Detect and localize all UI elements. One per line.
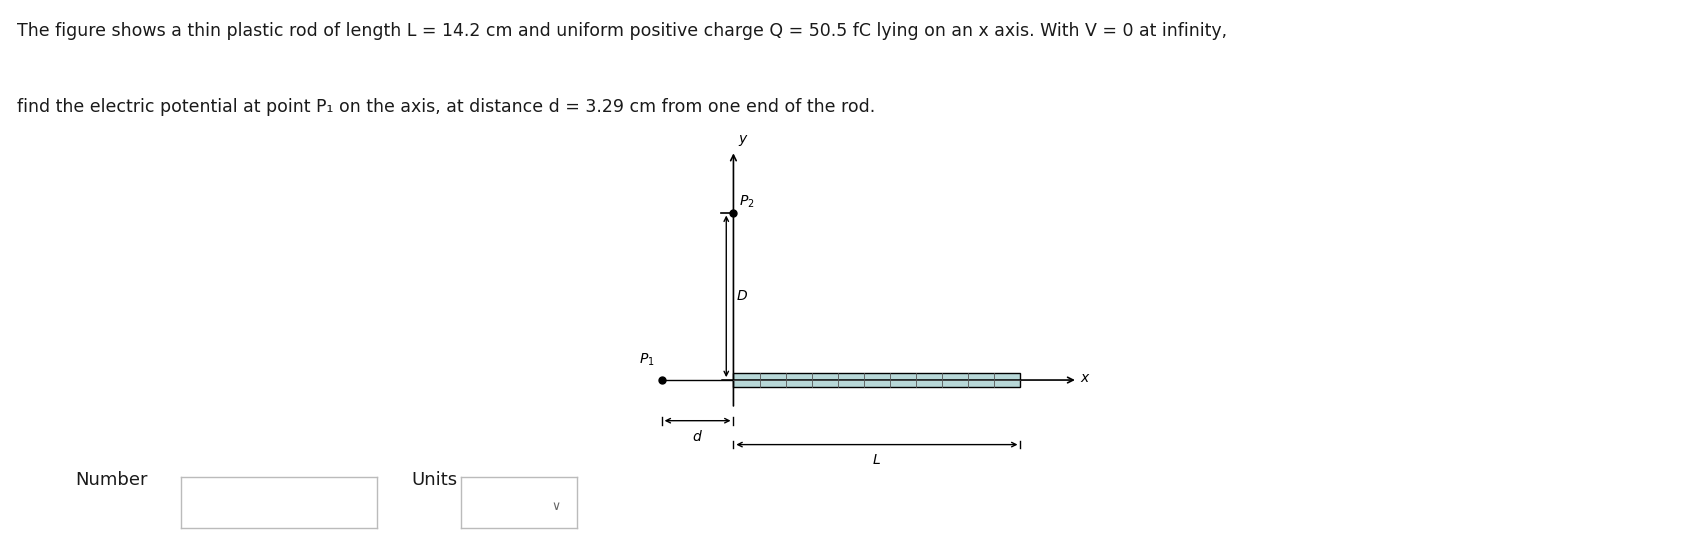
Text: i: i <box>162 494 169 512</box>
Text: $D$: $D$ <box>735 289 747 304</box>
Text: The figure shows a thin plastic rod of length L = 14.2 cm and uniform positive c: The figure shows a thin plastic rod of l… <box>17 22 1226 40</box>
Text: ∨: ∨ <box>551 500 559 513</box>
Text: $y$: $y$ <box>738 133 748 148</box>
Text: $P_1$: $P_1$ <box>639 352 655 368</box>
Text: $x$: $x$ <box>1079 371 1089 385</box>
Text: $L$: $L$ <box>871 453 881 467</box>
Text: Units: Units <box>411 470 457 489</box>
Text: $d$: $d$ <box>692 429 702 444</box>
Bar <box>733 373 1020 387</box>
Text: $P_2$: $P_2$ <box>738 194 754 210</box>
Text: find the electric potential at point P₁ on the axis, at distance d = 3.29 cm fro: find the electric potential at point P₁ … <box>17 98 875 115</box>
Text: Number: Number <box>75 470 147 489</box>
